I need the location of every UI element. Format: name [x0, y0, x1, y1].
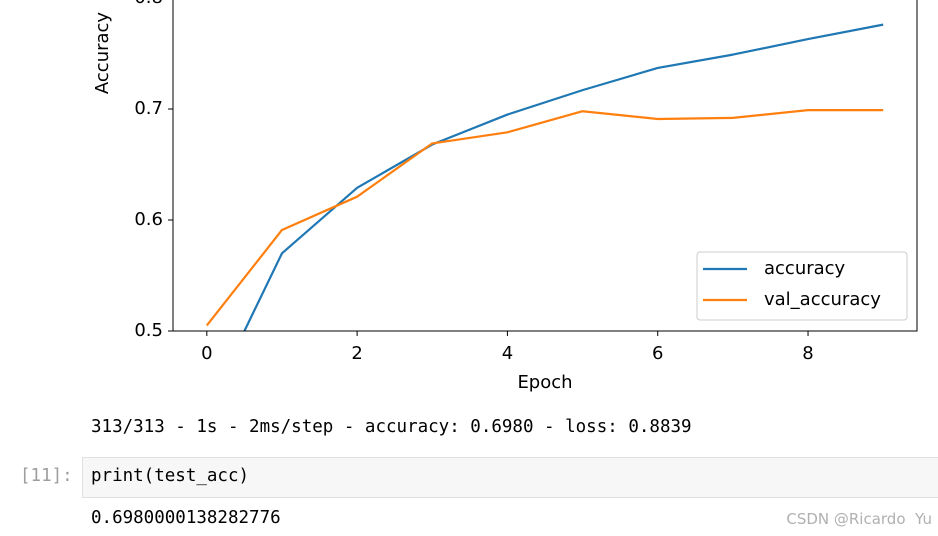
- plot-area: [205, 23, 884, 331]
- x-tick-label: 4: [502, 343, 513, 364]
- x-tick-label: 0: [201, 343, 212, 364]
- series-line: [243, 23, 884, 331]
- y-tick-label: 0.5: [134, 320, 163, 341]
- legend-label: accuracy: [764, 258, 846, 279]
- x-tick-label: 2: [351, 343, 362, 364]
- code-cell[interactable]: [82, 457, 938, 498]
- y-tick-label: 0.6: [134, 209, 163, 230]
- legend-box: [696, 251, 908, 321]
- x-tick-label: 6: [652, 343, 663, 364]
- y-tick-label: 0.7: [134, 98, 163, 119]
- chart: Epoch Accuracy 0 2 4 6 8 0.5 0.6 0.7 0.8 accuracy…: [92, 0, 918, 393]
- output-log: 313/313 - 1s - 2ms/step - accuracy: 0.69…: [91, 417, 692, 437]
- y-axis-label: Accuracy: [92, 12, 113, 95]
- code-text: print(test_acc): [91, 466, 250, 486]
- cell-prompt: [11]:: [20, 466, 73, 486]
- legend-label: val_accuracy: [764, 289, 881, 310]
- x-tick-label: 8: [802, 343, 813, 364]
- y-tick-label: 0.8: [134, 0, 163, 8]
- watermark: CSDN @Ricardo Yu: [786, 510, 932, 528]
- cell-output: 0.6980000138282776: [91, 508, 281, 528]
- series-line: [205, 109, 884, 327]
- axes-frame: [172, 0, 918, 332]
- x-axis-label: Epoch: [517, 372, 572, 393]
